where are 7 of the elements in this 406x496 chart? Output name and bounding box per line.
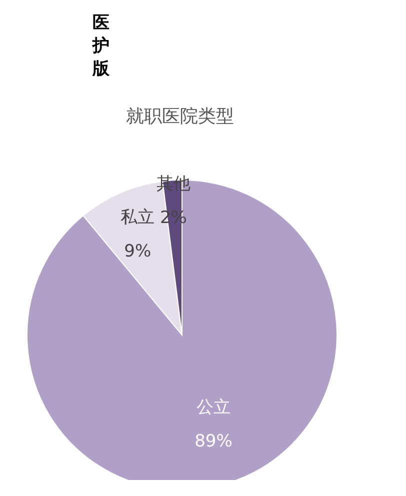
data-label: 9% xyxy=(124,242,152,262)
data-label: 89% xyxy=(194,432,232,452)
chart-title: 就职医院类型 xyxy=(126,106,234,127)
slice-label: 公立 xyxy=(196,398,231,418)
slice-label: 其他 xyxy=(156,174,190,194)
chart-subtitle: 医护版 xyxy=(92,13,110,79)
slice-label: 私立 xyxy=(120,208,155,228)
